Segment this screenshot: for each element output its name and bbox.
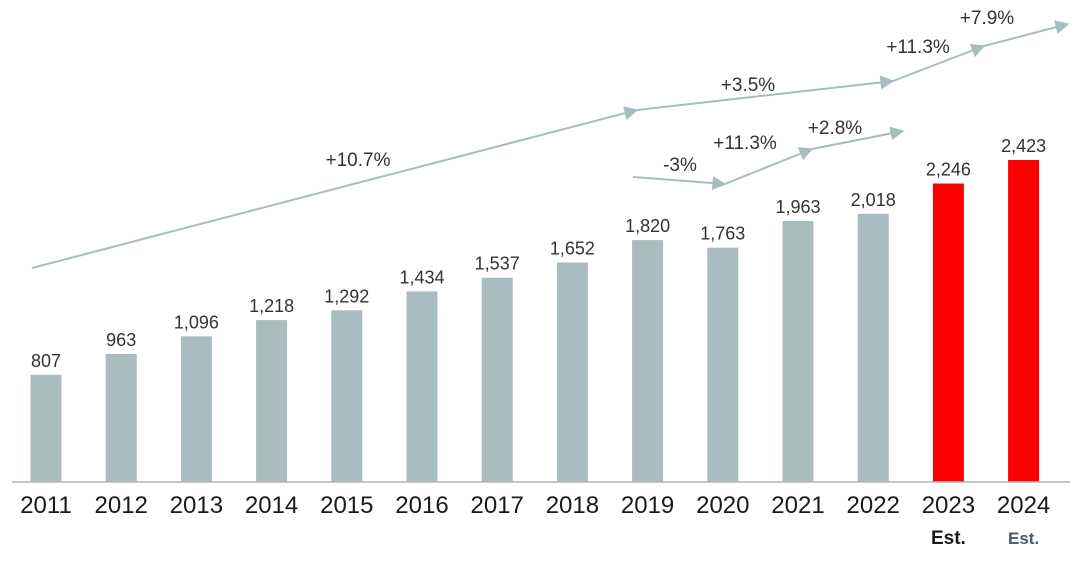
value-label-2019: 1,820 bbox=[625, 216, 670, 236]
value-label-2012: 963 bbox=[106, 330, 136, 350]
bar-2016 bbox=[406, 291, 438, 482]
trend-line-2011-2019 bbox=[31, 106, 639, 269]
trend-line-2021-2022 bbox=[811, 126, 905, 150]
x-tick-label-2013: 2013 bbox=[170, 492, 223, 519]
trend-line-2023-2024 bbox=[983, 20, 1070, 47]
value-label-2017: 1,537 bbox=[475, 254, 520, 274]
bar-2024 bbox=[1008, 160, 1040, 482]
annotation-label: +10.7% bbox=[326, 150, 391, 171]
value-label-2015: 1,292 bbox=[324, 286, 369, 306]
value-label-2022: 2,018 bbox=[851, 190, 896, 210]
bar-2023 bbox=[932, 183, 964, 482]
annotation-label: +3.5% bbox=[721, 75, 776, 96]
x-tick-label-2015: 2015 bbox=[320, 492, 373, 519]
bar-2012 bbox=[105, 354, 137, 482]
x-tick-label-2019: 2019 bbox=[621, 492, 674, 519]
x-tick-label-2023: 2023 bbox=[922, 492, 975, 519]
x-tick-label-2011: 2011 bbox=[20, 492, 72, 519]
x-tick-label-2012: 2012 bbox=[95, 492, 148, 519]
trend-line-2022-2023 bbox=[892, 43, 986, 82]
bar-2019 bbox=[632, 240, 664, 482]
value-label-2011: 807 bbox=[31, 351, 61, 371]
bar-2021 bbox=[782, 221, 814, 482]
estimate-sublabel-2024: Est. bbox=[1008, 529, 1039, 548]
bar-2013 bbox=[180, 336, 212, 482]
x-tick-label-2018: 2018 bbox=[546, 492, 599, 519]
value-label-2024: 2,423 bbox=[1001, 136, 1046, 156]
bar-2020 bbox=[707, 247, 739, 482]
trend-lines-group bbox=[31, 20, 1070, 269]
x-tick-labels-group: 2011 2012 2013 2014 2015 2016 2017 2018 2019 2020… bbox=[20, 492, 1050, 549]
value-label-2021: 1,963 bbox=[775, 197, 820, 217]
x-tick-label-2017: 2017 bbox=[471, 492, 524, 519]
bar-2014 bbox=[256, 320, 288, 482]
value-label-2023: 2,246 bbox=[926, 160, 971, 180]
x-tick-label-2022: 2022 bbox=[847, 492, 900, 519]
bar-2011 bbox=[30, 374, 62, 482]
value-label-2013: 1,096 bbox=[174, 312, 219, 332]
value-label-2014: 1,218 bbox=[249, 296, 294, 316]
annotation-label: +2.8% bbox=[808, 118, 863, 139]
value-labels-group: 807 963 1,096 1,218 1,292 1,434 1,537 1,652 1,82… bbox=[31, 136, 1046, 371]
bar-2015 bbox=[331, 310, 363, 482]
bars-group bbox=[30, 160, 1040, 483]
x-tick-label-2020: 2020 bbox=[696, 492, 749, 519]
x-tick-label-2024: 2024 bbox=[997, 492, 1050, 519]
annotation-label: +11.3% bbox=[886, 37, 950, 58]
trend-line-2019-2020 bbox=[632, 176, 727, 191]
annotation-label: +11.3% bbox=[713, 133, 777, 154]
x-tick-label-2014: 2014 bbox=[245, 492, 298, 519]
annotation-label: +7.9% bbox=[960, 8, 1015, 29]
value-label-2018: 1,652 bbox=[550, 239, 595, 259]
annotations-group: +10.7% +3.5% +11.3% +7.9% -3% +11.3% +2.… bbox=[326, 8, 1015, 176]
estimate-sublabel-2023: Est. bbox=[931, 528, 966, 549]
annotation-label: -3% bbox=[663, 155, 697, 176]
trend-line-2020-2021 bbox=[724, 147, 814, 185]
x-tick-label-2016: 2016 bbox=[395, 492, 448, 519]
bar-2017 bbox=[481, 277, 513, 482]
bar-2018 bbox=[556, 262, 588, 482]
trend-line-2019-2022 bbox=[636, 75, 895, 111]
bar-2022 bbox=[857, 213, 889, 483]
x-tick-label-2021: 2021 bbox=[771, 492, 824, 519]
value-label-2020: 1,763 bbox=[700, 224, 745, 244]
value-label-2016: 1,434 bbox=[399, 267, 444, 287]
